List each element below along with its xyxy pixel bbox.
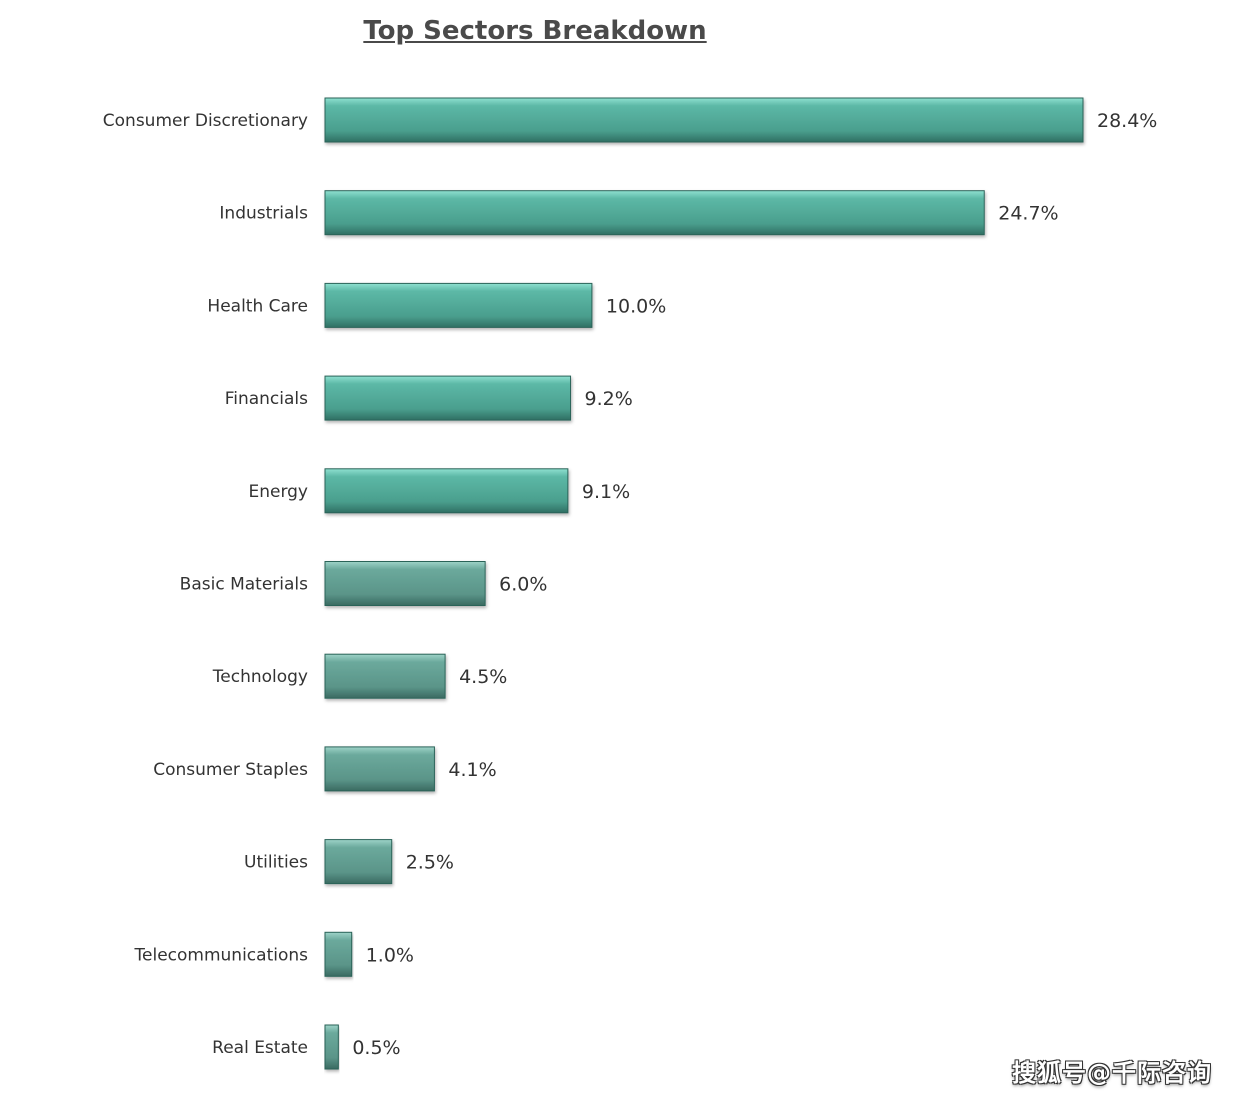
category-label: Utilities	[244, 853, 308, 873]
bar	[324, 97, 1084, 143]
data-label: 24.7%	[998, 203, 1058, 225]
chart-title: Top Sectors Breakdown	[363, 16, 707, 46]
data-label: 9.1%	[582, 481, 630, 503]
category-label: Real Estate	[212, 1038, 308, 1058]
bar	[324, 468, 569, 514]
data-label: 4.1%	[448, 759, 496, 781]
bar	[324, 375, 572, 421]
data-label: 10.0%	[606, 295, 666, 317]
plot-area: Consumer Discretionary 28.4% Industrials 24…	[103, 97, 1157, 1070]
bar	[324, 931, 353, 977]
category-label: Consumer Staples	[153, 760, 308, 780]
watermark: 搜狐号@千际咨询	[1012, 1059, 1212, 1087]
bar	[324, 839, 393, 885]
category-label: Telecommunications	[134, 945, 309, 965]
category-label: Basic Materials	[180, 575, 308, 595]
bar	[324, 282, 593, 328]
bar	[324, 1024, 339, 1070]
category-label: Industrials	[219, 204, 308, 224]
category-label: Consumer Discretionary	[103, 111, 308, 131]
category-label: Technology	[212, 667, 308, 687]
data-label: 2.5%	[406, 852, 454, 874]
data-label: 4.5%	[459, 666, 507, 688]
category-label: Energy	[248, 482, 308, 502]
data-label: 0.5%	[352, 1037, 400, 1059]
bar	[324, 746, 435, 792]
category-label: Health Care	[207, 296, 308, 316]
bar	[324, 561, 486, 606]
data-label: 28.4%	[1097, 110, 1157, 132]
bar	[324, 190, 985, 236]
data-label: 1.0%	[366, 944, 414, 966]
data-label: 6.0%	[499, 574, 547, 596]
data-label: 9.2%	[585, 388, 633, 410]
category-label: Financials	[225, 389, 308, 409]
bar	[324, 653, 446, 699]
